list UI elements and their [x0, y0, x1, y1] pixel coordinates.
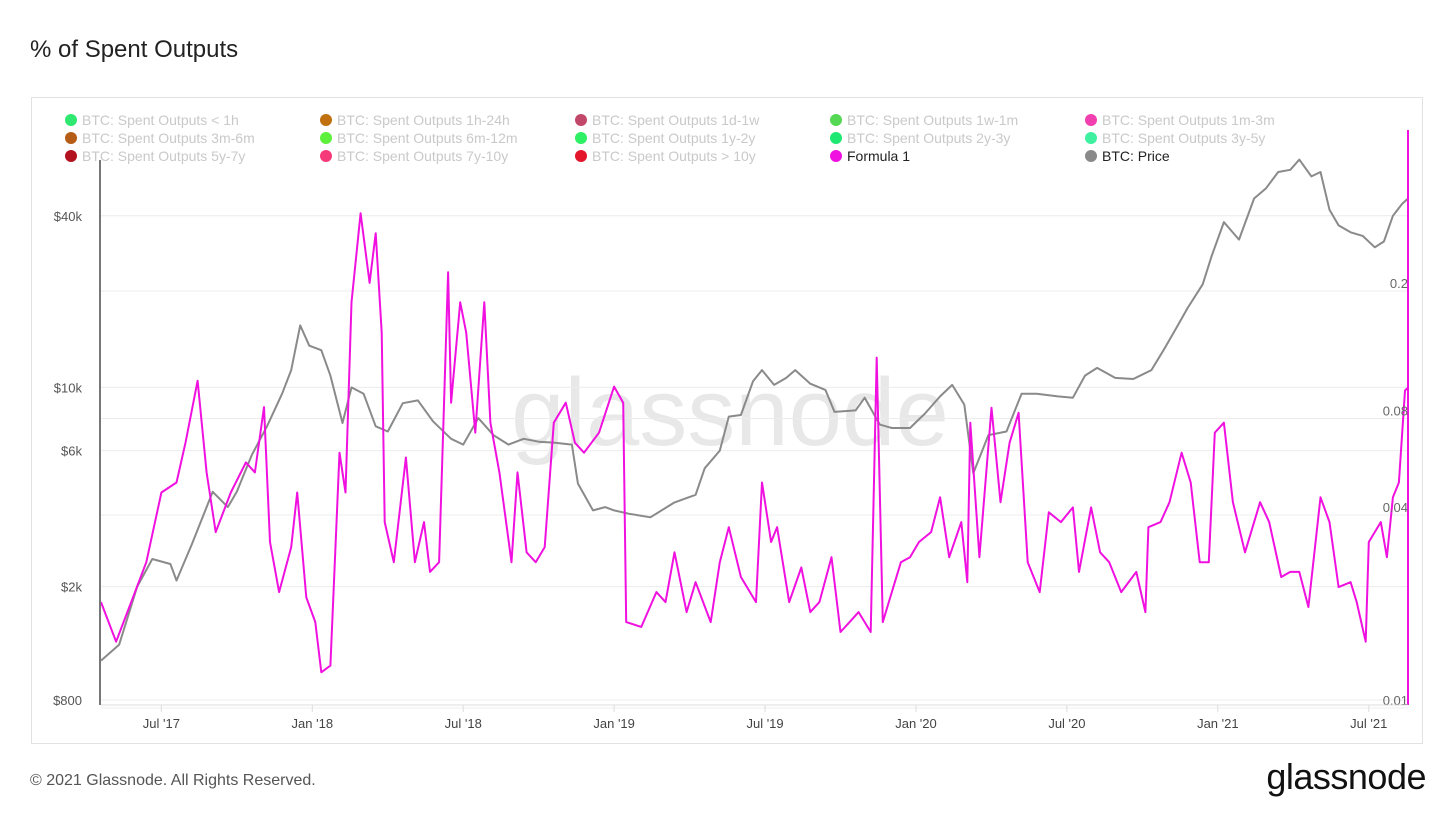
legend-label: BTC: Spent Outputs 1m-3m [1102, 112, 1275, 128]
legend-item[interactable]: BTC: Spent Outputs 1w-1m [830, 112, 1018, 128]
legend-item[interactable]: Formula 1 [830, 148, 910, 164]
price-series-line [100, 158, 1409, 662]
legend-item[interactable]: BTC: Spent Outputs 1y-2y [575, 130, 755, 146]
chart-card: BTC: Spent Outputs < 1h BTC: Spent Output… [31, 97, 1423, 744]
legend-item[interactable]: BTC: Price [1085, 148, 1170, 164]
legend-dot-icon [320, 114, 332, 126]
y-left-tick-label: $10k [54, 380, 83, 395]
legend-dot-icon [1085, 132, 1097, 144]
legend-item[interactable]: BTC: Spent Outputs 3y-5y [1085, 130, 1265, 146]
y-right-tick-label: 0.01 [1383, 693, 1408, 708]
legend-item[interactable]: BTC: Spent Outputs 1d-1w [575, 112, 759, 128]
x-tick-label: Jul '20 [1048, 716, 1085, 731]
y-left-tick-label: $800 [53, 693, 82, 708]
legend-dot-icon [1085, 114, 1097, 126]
legend-label: BTC: Spent Outputs 7y-10y [337, 148, 509, 164]
legend-item[interactable]: BTC: Spent Outputs 5y-7y [65, 148, 245, 164]
legend-dot-icon [65, 132, 77, 144]
copyright-footer: © 2021 Glassnode. All Rights Reserved. [30, 772, 316, 789]
y-right-tick-label: 0.2 [1390, 276, 1408, 291]
legend-dot-icon [575, 114, 587, 126]
legend-dot-icon [830, 150, 842, 162]
legend-dot-icon [1085, 150, 1097, 162]
legend-label: BTC: Spent Outputs < 1h [82, 112, 239, 128]
legend-item[interactable]: BTC: Spent Outputs 2y-3y [830, 130, 1010, 146]
legend-dot-icon [830, 132, 842, 144]
legend-label: BTC: Spent Outputs 1w-1m [847, 112, 1019, 128]
legend-item[interactable]: BTC: Spent Outputs > 10y [575, 148, 756, 164]
y-right-tick-label: 0.08 [1383, 404, 1408, 419]
legend-label: BTC: Spent Outputs 3y-5y [1102, 130, 1266, 146]
watermark-logo: glassnode [511, 359, 949, 466]
legend-label: BTC: Spent Outputs 3m-6m [82, 130, 255, 146]
x-tick-label: Jul '19 [746, 716, 783, 731]
legend-label: BTC: Spent Outputs 1y-2y [592, 130, 756, 146]
page-title: % of Spent Outputs [30, 36, 239, 63]
legend-dot-icon [65, 150, 77, 162]
legend-item[interactable]: BTC: Spent Outputs 1m-3m [1085, 112, 1275, 128]
legend-dot-icon [320, 132, 332, 144]
legend-item[interactable]: BTC: Spent Outputs 1h-24h [320, 112, 510, 128]
legend-label: BTC: Spent Outputs 2y-3y [847, 130, 1011, 146]
x-tick-label: Jan '20 [895, 716, 937, 731]
legend-dot-icon [575, 150, 587, 162]
legend-dot-icon [320, 150, 332, 162]
legend-label: BTC: Spent Outputs 1d-1w [592, 112, 760, 128]
legend-label: BTC: Spent Outputs 1h-24h [337, 112, 510, 128]
series-lines [100, 130, 1409, 705]
legend-label: BTC: Spent Outputs 5y-7y [82, 148, 246, 164]
legend-item[interactable]: BTC: Spent Outputs 7y-10y [320, 148, 508, 164]
x-tick-label: Jan '18 [292, 716, 334, 731]
y-left-tick-label: $2k [61, 580, 82, 595]
x-tick-label: Jul '21 [1350, 716, 1387, 731]
legend-item[interactable]: BTC: Spent Outputs 3m-6m [65, 130, 255, 146]
y-left-tick-label: $40k [54, 209, 83, 224]
legend-dot-icon [830, 114, 842, 126]
axes: $800 $2k $6k $10k $40k 0.01 0.04 0.08 0.2 Jul '17… [53, 160, 1408, 731]
formula-series-line [100, 212, 1409, 674]
legend-item[interactable]: BTC: Spent Outputs 6m-12m [320, 130, 518, 146]
legend-label: Formula 1 [847, 148, 911, 164]
x-tick-label: Jan '21 [1197, 716, 1239, 731]
x-tick-label: Jan '19 [593, 716, 635, 731]
grid-lines [101, 215, 1408, 709]
legend-dot-icon [575, 132, 587, 144]
y-left-tick-label: $6k [61, 444, 82, 459]
x-tick-label: Jul '18 [445, 716, 482, 731]
x-tick-label: Jul '17 [143, 716, 180, 731]
y-right-tick-label: 0.04 [1383, 500, 1408, 515]
legend-dot-icon [65, 114, 77, 126]
legend-item[interactable]: BTC: Spent Outputs < 1h [65, 112, 239, 128]
legend-label: BTC: Spent Outputs > 10y [592, 148, 756, 164]
glassnode-logo[interactable]: glassnode [1266, 756, 1426, 797]
legend-label: BTC: Price [1102, 148, 1170, 164]
legend-label: BTC: Spent Outputs 6m-12m [337, 130, 518, 146]
